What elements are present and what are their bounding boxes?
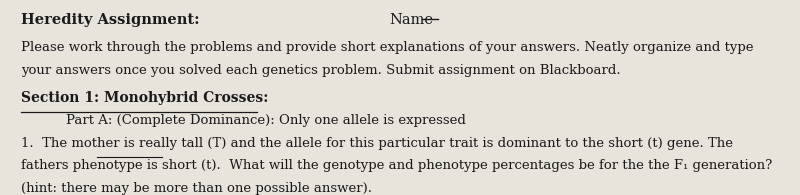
Text: fathers phenotype is short (t).  What will the genotype and phenotype percentage: fathers phenotype is short (t). What wil… — [21, 159, 772, 172]
Text: (hint: there may be more than one possible answer).: (hint: there may be more than one possib… — [21, 182, 372, 195]
Text: Part A: (Complete Dominance): Only one allele is expressed: Part A: (Complete Dominance): Only one a… — [66, 114, 466, 127]
Text: Please work through the problems and provide short explanations of your answers.: Please work through the problems and pro… — [21, 41, 754, 54]
Text: Name: Name — [390, 13, 434, 27]
Text: Section 1: Monohybrid Crosses:: Section 1: Monohybrid Crosses: — [21, 91, 268, 105]
Text: 1.  The mother is really tall (T) and the allele for this particular trait is do: 1. The mother is really tall (T) and the… — [21, 137, 733, 150]
Text: Heredity Assignment:: Heredity Assignment: — [21, 13, 199, 27]
Text: your answers once you solved each genetics problem. Submit assignment on Blackbo: your answers once you solved each geneti… — [21, 64, 621, 77]
